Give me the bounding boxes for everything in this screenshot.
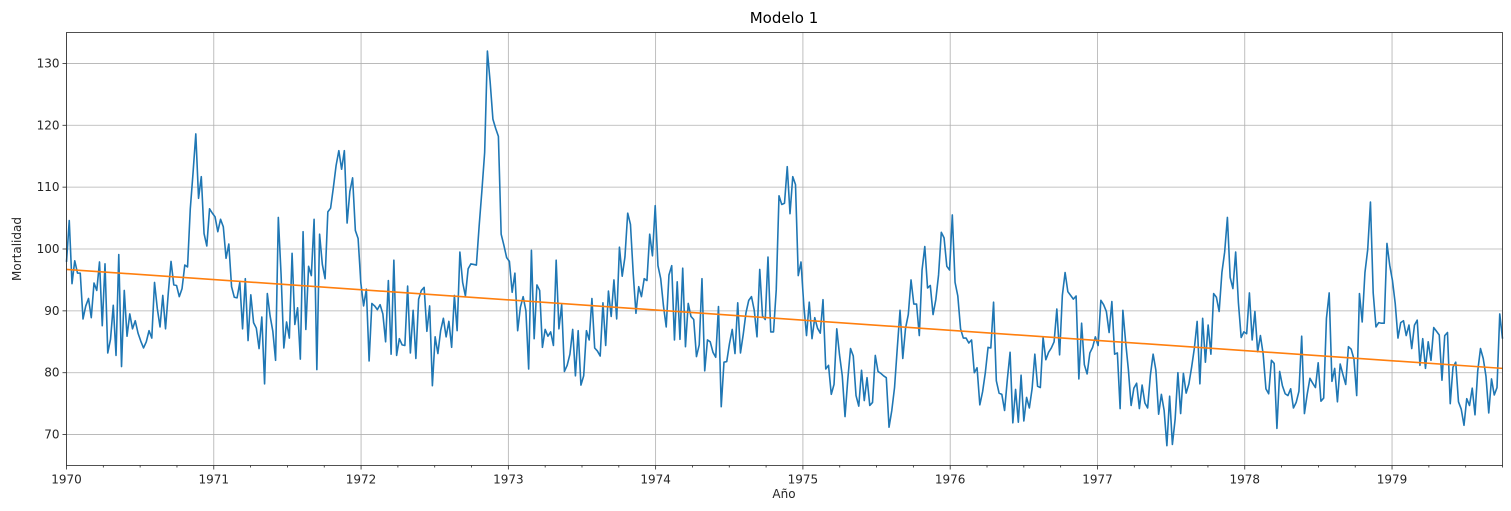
series-layer <box>65 50 1504 447</box>
y-tick-label: 120 <box>37 118 60 132</box>
y-tick-label: 130 <box>37 56 60 70</box>
x-tick-label: 1978 <box>1229 473 1260 487</box>
mortality-series-line <box>65 50 1504 447</box>
x-tick-label: 1976 <box>935 473 966 487</box>
trend-line <box>66 268 1503 370</box>
x-tick-label: 1971 <box>199 473 230 487</box>
ticks: 70 80 90 100 110 120 130 1970 1971 1972 1973 1974 19… <box>37 56 1503 487</box>
x-tick-label: 1977 <box>1082 473 1113 487</box>
x-tick-label: 1979 <box>1377 473 1408 487</box>
x-tick-label: 1970 <box>51 473 82 487</box>
x-tick-label: 1973 <box>493 473 524 487</box>
chart-title: Modelo 1 <box>750 9 819 27</box>
y-tick-label: 80 <box>44 366 59 380</box>
x-tick-label: 1974 <box>640 473 671 487</box>
x-tick-label: 1972 <box>346 473 377 487</box>
y-tick-label: 90 <box>44 304 59 318</box>
y-tick-label: 110 <box>37 180 60 194</box>
x-axis-title: Año <box>772 487 795 501</box>
x-tick-label: 1975 <box>788 473 819 487</box>
y-axis-title: Mortalidad <box>10 217 24 281</box>
y-tick-label: 70 <box>44 428 59 442</box>
y-tick-label: 100 <box>37 242 60 256</box>
